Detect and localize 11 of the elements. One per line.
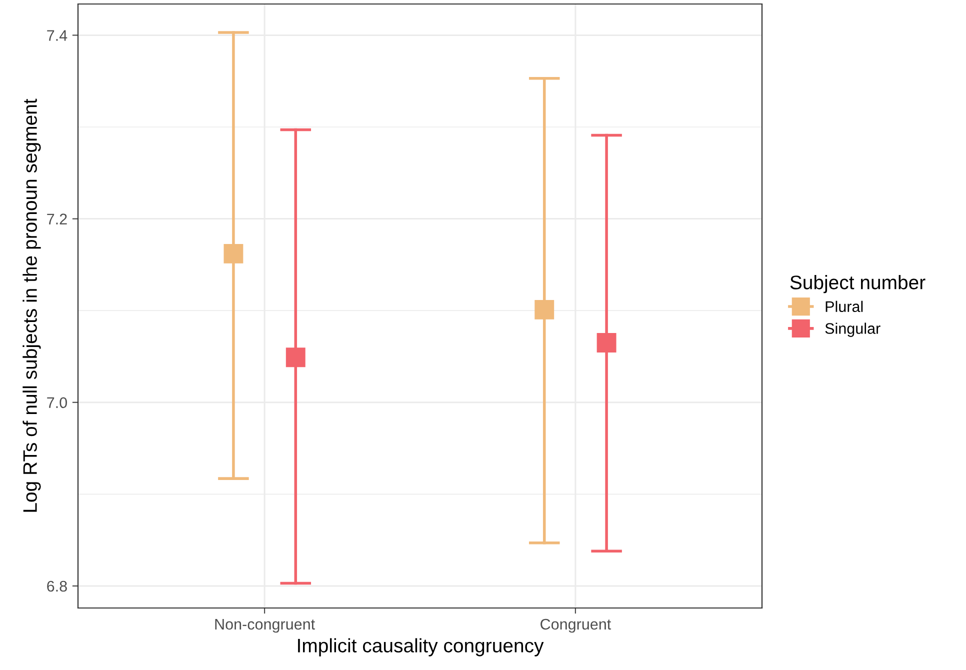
legend-label: Plural — [826, 300, 863, 312]
y-tick-label: 6.8 — [47, 580, 67, 592]
legend-label: Singular — [825, 322, 880, 337]
y-axis-title: Log RTs of null subjects in the pronoun segment — [22, 98, 41, 512]
y-tick-label: 7.4 — [47, 30, 68, 41]
x-axis-title: Implicit causality congruency — [298, 638, 544, 656]
y-tick-label: 7.0 — [47, 397, 67, 408]
legend-title: Subject number — [790, 275, 926, 294]
x-tick-label: Non-congruent — [215, 618, 315, 633]
y-tick-label: 7.2 — [47, 214, 67, 224]
x-tick-label: Congruent — [540, 618, 612, 633]
